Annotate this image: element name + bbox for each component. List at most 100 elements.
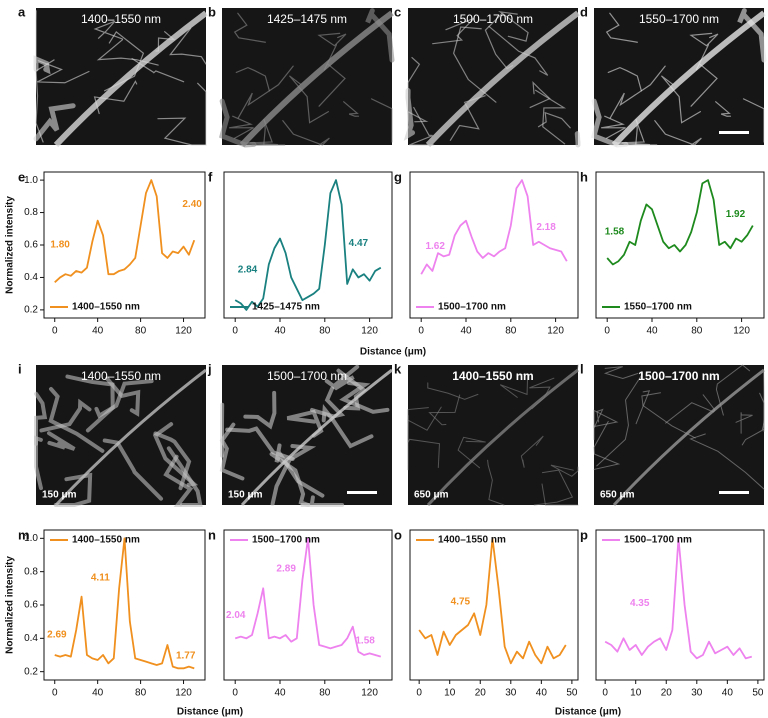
- main-vessel: [611, 10, 766, 148]
- vessel: [537, 111, 571, 129]
- vessel: [157, 117, 207, 146]
- vessel: [94, 379, 154, 419]
- legend-label: 1425–1475 nm: [252, 302, 320, 313]
- image-background: [36, 8, 206, 145]
- data-line: [54, 179, 196, 283]
- scale-label: 150 μm: [228, 490, 263, 501]
- ratio-annotation: 2.18: [536, 222, 556, 233]
- legend-label: 1400–1550 nm: [438, 535, 506, 546]
- vessel: [457, 436, 486, 469]
- image-caption: 1550–1700 nm: [639, 12, 719, 26]
- scale-label: 150 μm: [42, 490, 77, 501]
- ratio-annotation: 2.40: [182, 199, 202, 210]
- vessel: [432, 17, 475, 45]
- vessel: [365, 8, 395, 63]
- plot-frame: [595, 529, 765, 681]
- vessel: [660, 75, 702, 124]
- vessel: [169, 27, 207, 65]
- vessel: [229, 115, 254, 139]
- vessel: [219, 422, 245, 481]
- vessel: [48, 387, 105, 453]
- x-tick-label: 80: [319, 326, 331, 337]
- vessel: [407, 56, 421, 90]
- y-tick-label: 0.8: [24, 566, 38, 577]
- vessel: [534, 89, 567, 145]
- x-tick-label: 0: [52, 326, 58, 337]
- vessel: [715, 101, 732, 117]
- x-tick-label: 120: [361, 688, 378, 699]
- image-background: [594, 8, 764, 145]
- panel-letter: i: [18, 361, 22, 376]
- y-axis-label: Normalized intensity: [5, 196, 16, 294]
- y-tick-label: 0.8: [24, 207, 38, 218]
- ratio-annotation: 4.47: [349, 238, 369, 249]
- image-caption: 1400–1550 nm: [452, 369, 533, 383]
- ratio-annotation: 2.89: [276, 564, 296, 575]
- ratio-annotation: 1.77: [176, 651, 196, 662]
- panel-letter: o: [394, 527, 402, 542]
- data-line: [420, 179, 568, 275]
- y-tick-label: 0.2: [24, 666, 38, 677]
- ratio-annotation: 4.75: [451, 597, 471, 608]
- vessel: [742, 98, 765, 143]
- ratio-annotation: 1.92: [726, 209, 746, 220]
- x-axis-label: Distance (μm): [177, 707, 243, 718]
- vessel: [102, 438, 164, 501]
- vessel: [343, 101, 360, 117]
- data-line: [418, 537, 567, 665]
- ratio-annotation: 1.58: [355, 636, 375, 647]
- y-tick-label: 0.4: [24, 272, 38, 283]
- x-tick-label: 40: [274, 326, 286, 337]
- panel-letter: m: [18, 527, 30, 542]
- vessel: [288, 75, 330, 124]
- y-tick-label: 0.2: [24, 305, 38, 316]
- y-tick-label: 0.6: [24, 600, 38, 611]
- vessel: [339, 381, 390, 414]
- panel-letter: a: [18, 4, 26, 19]
- legend-label: 1500–1700 nm: [252, 535, 320, 546]
- vessel: [46, 431, 76, 451]
- vessel: [689, 433, 765, 490]
- vessel: [282, 120, 330, 146]
- main-vessel: [612, 368, 765, 507]
- vessel: [249, 118, 278, 146]
- vessel: [607, 66, 642, 92]
- vessel: [407, 407, 429, 471]
- vessel: [576, 364, 579, 371]
- data-line: [606, 179, 754, 266]
- x-tick-label: 80: [135, 326, 147, 337]
- x-tick-label: 20: [661, 688, 673, 699]
- x-tick-label: 80: [691, 326, 703, 337]
- vessel: [324, 364, 360, 391]
- x-tick-label: 120: [175, 326, 192, 337]
- vessel: [487, 459, 505, 506]
- x-tick-label: 0: [416, 688, 422, 699]
- scale-label: 650 μm: [600, 490, 635, 501]
- vessel: [35, 59, 55, 143]
- vessel: [233, 12, 266, 43]
- scale-bar: [719, 131, 749, 134]
- vessel: [621, 118, 650, 146]
- panel-letter: b: [208, 4, 216, 19]
- panel-letter: n: [208, 527, 216, 542]
- panel-letter: k: [394, 361, 402, 376]
- plot-frame: [409, 529, 579, 681]
- image-background: [594, 365, 764, 505]
- vessel: [403, 88, 416, 141]
- x-axis-label: Distance (μm): [555, 707, 621, 718]
- plot-frame: [409, 171, 579, 319]
- vessel: [520, 435, 544, 468]
- data-line: [54, 537, 195, 670]
- vessel: [310, 386, 346, 419]
- vessel: [428, 394, 461, 426]
- x-tick-label: 40: [722, 688, 734, 699]
- panel-letter: g: [394, 169, 402, 184]
- x-tick-label: 10: [630, 688, 642, 699]
- scale-bar: [719, 491, 749, 494]
- vessel: [488, 25, 549, 76]
- x-tick-label: 40: [92, 688, 104, 699]
- y-tick-label: 0.4: [24, 633, 38, 644]
- x-tick-label: 20: [475, 688, 487, 699]
- data-line: [234, 537, 382, 658]
